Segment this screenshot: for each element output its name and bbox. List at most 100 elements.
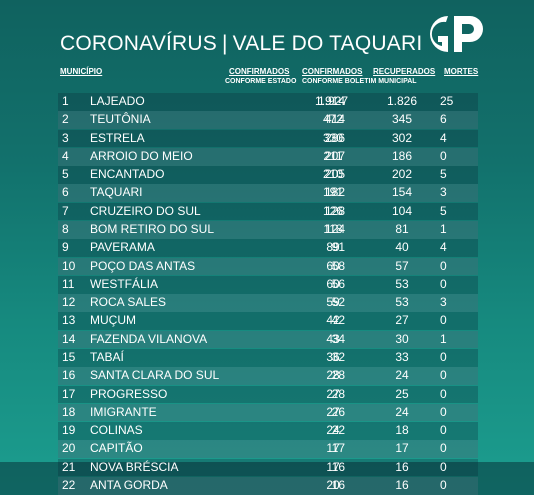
- confirmados-estado-value: 182: [324, 185, 345, 200]
- confirmados-estado-value: 42: [331, 313, 345, 328]
- mortes-value: 1: [440, 221, 447, 236]
- row-number: 16: [62, 368, 76, 383]
- header-confirmados-estado: CONFIRMADOS: [229, 67, 290, 76]
- recuperados-value: 53: [395, 295, 409, 310]
- mortes-value: 6: [440, 112, 447, 127]
- municipio-name: CRUZEIRO DO SUL: [90, 203, 201, 218]
- row-number: 22: [62, 477, 76, 492]
- row-number: 4: [62, 148, 69, 163]
- covid-table-card: CORONAVÍRUS|VALE DO TAQUARI GP MUNICÍPIO…: [58, 15, 483, 495]
- row-number: 9: [62, 240, 69, 255]
- confirmados-estado-value: 286: [324, 130, 345, 145]
- recuperados-value: 186: [391, 148, 413, 163]
- header-confirmados-estado-sub: CONFORME ESTADO: [225, 78, 297, 85]
- row-number: 18: [62, 404, 76, 419]
- municipio-name: LAJEADO: [90, 94, 145, 108]
- table-row: 20 CAPITÃO 17 17 17 0: [58, 440, 478, 459]
- mortes-value: 4: [440, 130, 447, 145]
- header-municipio: MUNICÍPIO: [60, 67, 103, 76]
- mortes-value: 5: [440, 167, 447, 182]
- municipio-name: CAPITÃO: [90, 441, 143, 456]
- mortes-value: 0: [440, 276, 447, 291]
- recuperados-value: 345: [391, 112, 413, 127]
- page-title: CORONAVÍRUS | VALE DO TAQUARI: [60, 32, 422, 56]
- confirmados-boletim-value: 42: [326, 313, 340, 328]
- confirmados-estado-value: 32: [331, 349, 345, 364]
- confirmados-estado-value: 28: [331, 386, 345, 401]
- mortes-value: 5: [440, 203, 447, 218]
- row-number: 20: [62, 441, 76, 456]
- confirmados-boletim-value: 126: [322, 203, 344, 218]
- confirmados-boletim-value: 17: [326, 459, 340, 474]
- confirmados-boletim-value: 118: [323, 221, 343, 236]
- row-number: 21: [62, 459, 76, 474]
- recuperados-value: 30: [395, 331, 409, 346]
- recuperados-value: 81: [395, 221, 409, 236]
- data-table: 1 LAJEADO 1.914 1.927 1.826 25 2 TEUTÔNIA 414 472…: [58, 93, 478, 495]
- recuperados-value: 57: [395, 258, 409, 273]
- mortes-value: 0: [440, 386, 447, 401]
- municipio-name: MUÇUM: [90, 313, 136, 328]
- mortes-value: 3: [440, 295, 447, 310]
- row-number: 2: [62, 112, 69, 127]
- table-row: 12 ROCA SALES 52 59 53 3: [58, 294, 478, 312]
- mortes-value: 0: [440, 349, 447, 364]
- confirmados-estado-value: 124: [324, 221, 345, 236]
- municipio-name: COLINAS: [90, 423, 143, 438]
- title-left: CORONAVÍRUS: [60, 32, 217, 55]
- municipio-name: ENCANTADO: [90, 167, 165, 182]
- recuperados-value: 24: [395, 404, 409, 419]
- confirmados-estado-value: 205: [324, 167, 345, 182]
- table-row: 6 TAQUARI 182 191 154 3: [58, 184, 478, 203]
- table-row: 10 POÇO DAS ANTAS 58 60 57 0: [58, 257, 478, 276]
- mortes-value: 4: [440, 240, 447, 255]
- mortes-value: 3: [440, 185, 447, 200]
- confirmados-estado-value: 207: [324, 148, 345, 163]
- row-number: 19: [62, 423, 76, 438]
- table-row: 18 IMIGRANTE 26 27 24 0: [58, 403, 478, 422]
- municipio-name: SANTA CLARA DO SUL: [90, 368, 220, 383]
- table-row: 13 MUÇUM 42 42 27 0: [58, 312, 478, 331]
- table-row: 3 ESTRELA 286 330 302 4: [58, 129, 478, 148]
- title-right: VALE DO TAQUARI: [232, 32, 423, 55]
- confirmados-boletim-value: 27: [326, 386, 340, 401]
- recuperados-value: 16: [395, 459, 409, 474]
- table-row: 16 SANTA CLARA DO SUL 28 28 24 0: [58, 367, 478, 385]
- municipio-name: POÇO DAS ANTAS: [90, 258, 196, 273]
- table-row: 17 PROGRESSO 28 27 25 0: [58, 385, 478, 404]
- row-number: 17: [62, 386, 76, 401]
- recuperados-value: 302: [391, 130, 413, 145]
- mortes-value: 0: [440, 441, 447, 456]
- mortes-value: 0: [440, 313, 447, 328]
- municipio-name: WESTFÁLIA: [90, 276, 159, 291]
- mortes-value: 25: [440, 94, 454, 108]
- municipio-name: IMIGRANTE: [90, 404, 157, 419]
- recuperados-value: 1.826: [386, 94, 418, 108]
- mortes-value: 0: [440, 368, 447, 383]
- row-number: 1: [62, 94, 69, 108]
- confirmados-estado-value: 58: [331, 258, 345, 273]
- gp-logo-icon: GP: [429, 15, 483, 52]
- mortes-value: 0: [440, 404, 447, 419]
- municipio-name: PAVERAMA: [90, 240, 155, 255]
- municipio-name: TABAÍ: [90, 349, 124, 364]
- table-row: 1 LAJEADO 1.914 1.927 1.826 25: [58, 93, 478, 111]
- row-number: 10: [62, 258, 76, 273]
- table-row: 4 ARROIO DO MEIO 207 211 186 0: [58, 147, 478, 166]
- recuperados-value: 33: [395, 349, 409, 364]
- recuperados-value: 154: [391, 185, 413, 200]
- municipio-name: ANTA GORDA: [90, 477, 168, 492]
- recuperados-value: 202: [391, 167, 413, 182]
- table-row: 2 TEUTÔNIA 414 472 345 6: [58, 111, 478, 129]
- recuperados-value: 25: [395, 386, 409, 401]
- confirmados-boletim-value: 330: [322, 130, 344, 145]
- confirmados-boletim-value: 211: [323, 148, 343, 163]
- confirmados-estado-value: 28: [331, 368, 345, 383]
- confirmados-boletim-value: 472: [322, 112, 344, 127]
- header-boletim-sub: CONFORME BOLETIM MUNICIPAL: [302, 78, 417, 85]
- municipio-name: NOVA BRÉSCIA: [90, 459, 179, 474]
- recuperados-value: 24: [395, 368, 409, 383]
- confirmados-estado-value: 22: [331, 423, 345, 438]
- row-number: 8: [62, 221, 69, 236]
- confirmados-boletim-value: 17: [326, 441, 340, 456]
